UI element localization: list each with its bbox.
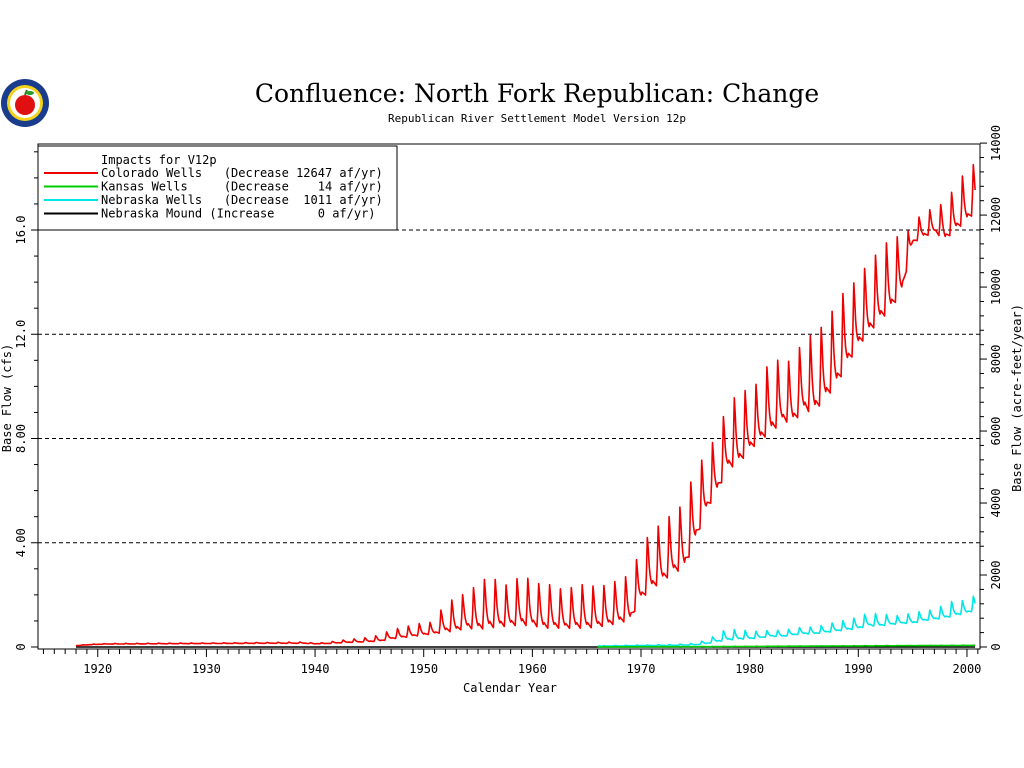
x-tick-label: 1990 (844, 662, 873, 676)
series-line-nebraska-wells (597, 595, 976, 647)
y-left-tick-label: 8.00 (14, 424, 28, 453)
y-right-tick-label: 14000 (989, 125, 1003, 161)
x-tick-label: 1950 (409, 662, 438, 676)
y-axis-left: 0 4.00 8.00 12.0 16.0 (14, 151, 38, 651)
x-tick-label: 1920 (83, 662, 112, 676)
y-left-tick-label: 12.0 (14, 320, 28, 349)
y-right-tick-label: 0 (989, 643, 1003, 650)
y-left-tick-label: 0 (14, 643, 28, 650)
y-right-tick-label: 8000 (989, 345, 1003, 374)
y-left-tick-label: 4.00 (14, 528, 28, 557)
legend-title: Impacts for V12p (101, 153, 217, 167)
series-line-kansas-wells (597, 644, 976, 648)
legend-label: Nebraska Wells (Decrease 1011 af/yr) (101, 193, 383, 207)
y-right-tick-label: 2000 (989, 561, 1003, 590)
x-tick-label: 1970 (627, 662, 656, 676)
x-tick-label: 1940 (301, 662, 330, 676)
legend-label: Kansas Wells (Decrease 14 af/yr) (101, 180, 383, 194)
legend-label: Colorado Wells (Decrease 12647 af/yr) (101, 166, 383, 180)
chart-title: Confluence: North Fork Republican: Chang… (255, 79, 819, 108)
gridlines (38, 229, 980, 544)
y-axis-right: 0 2000 4000 6000 8000 10000 12000 14000 (980, 125, 1003, 651)
y-right-tick-label: 10000 (989, 269, 1003, 305)
y-right-tick-label: 6000 (989, 417, 1003, 446)
x-axis-label: Calendar Year (463, 681, 557, 695)
series-line-colorado-wells (75, 163, 976, 647)
legend-box (37, 145, 398, 231)
y-right-tick-label: 12000 (989, 197, 1003, 233)
x-tick-label: 1930 (192, 662, 221, 676)
agency-logo (1, 79, 49, 127)
y-axis-right-label: Base Flow (acre-feet/year) (1010, 304, 1024, 492)
legend-label: Nebraska Mound (Increase 0 af/yr) (101, 207, 376, 221)
x-tick-label: 1980 (735, 662, 764, 676)
series-layer (75, 163, 976, 648)
x-tick-label: 1960 (518, 662, 547, 676)
plot-frame (37, 143, 981, 650)
legend: Impacts for V12p Colorado Wells (Decreas… (37, 145, 398, 231)
x-axis: 1920 1930 1940 1950 1960 1970 1980 1990 2000 (42, 649, 982, 676)
x-tick-label: 2000 (953, 662, 982, 676)
y-axis-left-label: Base Flow (cfs) (0, 344, 14, 452)
chart-subtitle: Republican River Settlement Model Versio… (388, 112, 686, 125)
y-left-tick-label: 16.0 (14, 216, 28, 245)
y-right-tick-label: 4000 (989, 489, 1003, 518)
